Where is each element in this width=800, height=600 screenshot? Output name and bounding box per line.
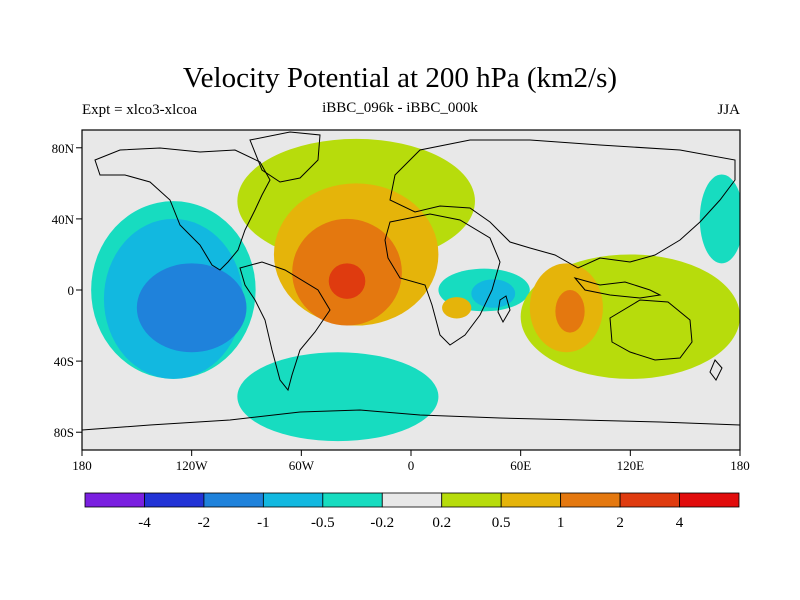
lat-tick-label: 40N [52,212,75,227]
colorbar-swatch [262,492,324,508]
colorbar-swatch [619,492,680,508]
colorbar-label: -1 [257,515,270,531]
field-region-14 [442,297,472,319]
coastline-eurasia [389,139,736,269]
experiment-label: Expt = xlco3-xlcoa [82,102,198,118]
colorbar-label: -2 [198,515,211,531]
season-label: JJA [717,102,740,118]
colorbar-label: 0.5 [492,515,511,531]
longitude-axis: 180 120W 60W 0 60E 120E 180 [72,450,750,473]
lon-tick-label: 180 [730,458,750,473]
velocity-potential-field [82,130,740,450]
lon-tick-label: 180 [72,458,92,473]
colorbar-label: 0.2 [432,515,451,531]
coastline-maritime-continent [573,277,662,299]
colorbar-label: 1 [557,515,565,531]
lon-tick-label: 60W [289,458,315,473]
lat-tick-label: 80S [54,425,74,440]
coastlines [82,131,740,431]
colorbar-label: -4 [138,515,151,531]
lon-tick-label: 120E [617,458,645,473]
field-region-2 [136,263,247,353]
field-region-4 [237,352,439,442]
field-region-13 [555,290,585,333]
case-label: iBBC_096k - iBBC_000k [322,100,478,116]
coastline-antarctica [82,409,740,431]
colorbar-swatch [84,492,145,508]
lat-tick-label: 40S [54,354,74,369]
lat-tick-label: 80N [52,141,75,156]
latitude-axis: 80N 40N 0 40S 80S [52,141,82,440]
field-region-6 [471,279,516,308]
field-region-10 [328,263,366,299]
colorbar-swatch [441,492,502,508]
colorbar-swatch [322,492,383,508]
plot-title: Velocity Potential at 200 hPa (km2/s) [182,62,618,94]
coastline-australia [609,299,693,361]
colorbar-swatch [500,492,562,508]
coastline-greenland [249,131,321,183]
colorbar: -4 -2 -1 -0.5 -0.2 0.2 0.5 1 2 4 [84,492,740,531]
colorbar-swatch [144,492,205,508]
colorbar-swatch [679,492,740,508]
field-region-3 [699,174,740,264]
lon-tick-label: 60E [510,458,531,473]
colorbar-label: -0.2 [370,515,394,531]
colorbar-swatch [560,492,621,508]
coastline-new-zealand [709,359,723,381]
coastline-madagascar [497,295,511,324]
colorbar-swatch [381,492,443,508]
lon-tick-label: 0 [408,458,415,473]
colorbar-swatch [203,492,264,508]
lon-tick-label: 120W [176,458,209,473]
lat-tick-label: 0 [68,283,75,298]
colorbar-label: -0.5 [311,515,335,531]
coastline-north-america [94,147,271,271]
colorbar-label: 4 [676,515,684,531]
coastline-africa [384,213,501,346]
coastline-south-america [239,261,331,392]
colorbar-label: 2 [616,515,624,531]
